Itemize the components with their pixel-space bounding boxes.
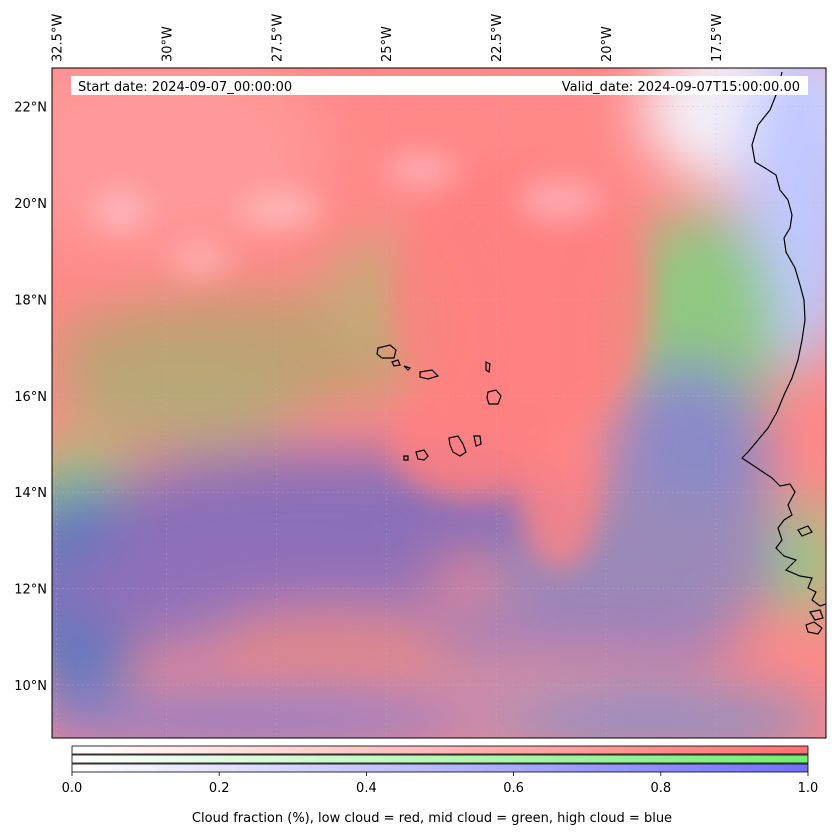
longitude-tick-label: 22.5°W <box>490 14 505 62</box>
longitude-tick-label: 20°W <box>600 26 615 62</box>
coastline <box>376 71 826 635</box>
longitude-tick-labels: 32.5°W 30°W 27.5°W 25°W 22.5°W 20°W 17.5°W <box>50 14 725 62</box>
latitude-tick-label: 20°N <box>14 197 47 212</box>
latitude-tick-label: 18°N <box>14 293 47 308</box>
colorbar-tick-label: 1.0 <box>798 781 819 796</box>
colorbar-tick-label: 0.2 <box>209 781 230 796</box>
colorbar-tick-label: 0.8 <box>650 781 671 796</box>
start-date-label: Start date: 2024-09-07_00:00:00 <box>78 80 292 95</box>
longitude-tick-label: 30°W <box>160 26 175 62</box>
colorbar-mid-cloud <box>71 754 809 764</box>
map-gridlines <box>52 68 826 738</box>
colorbar-tick-label: 0.4 <box>356 781 377 796</box>
longitude-tick-label: 32.5°W <box>50 14 65 62</box>
latitude-tick-label: 12°N <box>14 583 47 598</box>
latitude-tick-labels: 22°N 20°N 18°N 16°N 14°N 12°N 10°N <box>14 101 47 694</box>
longitude-tick-label: 27.5°W <box>270 14 285 62</box>
latitude-tick-label: 16°N <box>14 390 47 405</box>
colorbar: 0.0 0.2 0.4 0.6 0.8 1.0 Cloud fraction (%), l… <box>62 745 819 826</box>
colorbar-ticks: 0.0 0.2 0.4 0.6 0.8 1.0 <box>62 772 819 796</box>
valid-date-label: Valid_date: 2024-09-07T15:00:00.00 <box>562 80 800 95</box>
colorbar-high-cloud <box>71 763 809 773</box>
colorbar-tick-label: 0.6 <box>503 781 524 796</box>
colorbar-low-cloud <box>71 745 809 755</box>
date-annotation: Start date: 2024-09-07_00:00:00 Valid_da… <box>71 76 808 95</box>
colorbar-tick-label: 0.0 <box>62 781 83 796</box>
map-frame <box>51 67 827 739</box>
longitude-tick-label: 17.5°W <box>710 14 725 62</box>
latitude-tick-label: 22°N <box>14 101 47 116</box>
latitude-tick-label: 10°N <box>14 679 47 694</box>
latitude-tick-label: 14°N <box>14 486 47 501</box>
cloud-fraction-field <box>52 68 826 738</box>
longitude-tick-label: 25°W <box>380 26 395 62</box>
colorbar-label: Cloud fraction (%), low cloud = red, mid… <box>192 811 672 826</box>
